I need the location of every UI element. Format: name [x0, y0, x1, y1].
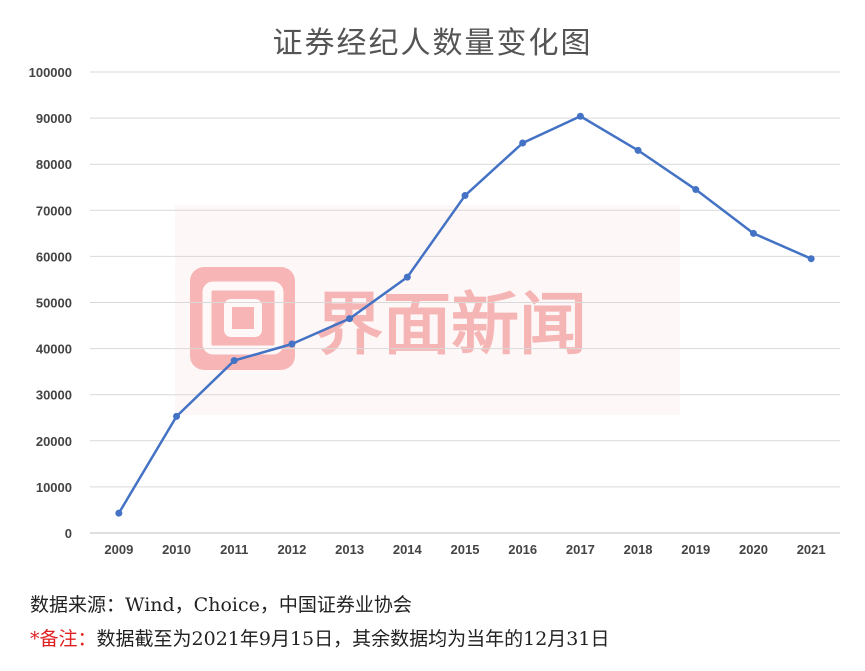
x-tick-label: 2010: [162, 542, 191, 557]
data-point: [692, 186, 700, 194]
data-point: [576, 112, 584, 120]
x-tick-label: 2014: [393, 542, 423, 557]
y-tick-label: 90000: [36, 111, 72, 126]
x-tick-label: 2019: [681, 542, 710, 557]
y-tick-label: 40000: [36, 342, 72, 357]
y-tick-label: 10000: [36, 480, 72, 495]
data-source-text: 数据来源：Wind，Choice，中国证券业协会: [30, 594, 412, 616]
x-tick-label: 2015: [451, 542, 480, 557]
line-chart: 界面新闻 0 10000 20000 30000 40000 50000 60000 7000…: [29, 65, 840, 557]
y-tick-label: 20000: [36, 434, 72, 449]
y-tick-label: 80000: [36, 157, 72, 172]
y-tick-label: 60000: [36, 249, 72, 264]
data-point: [749, 229, 757, 237]
watermark: 界面新闻: [175, 205, 680, 415]
data-point: [403, 273, 411, 281]
data-point: [461, 192, 469, 200]
x-tick-label: 2011: [220, 542, 248, 557]
x-tick-label: 2009: [104, 542, 133, 557]
jiemian-logo-icon: [190, 267, 295, 370]
x-tick-label: 2018: [624, 542, 653, 557]
data-point: [288, 340, 296, 348]
x-tick-label: 2017: [566, 542, 595, 557]
footnote-label: *备注：: [30, 628, 97, 650]
data-point: [230, 357, 238, 365]
x-tick-label: 2016: [508, 542, 537, 557]
y-tick-label: 30000: [36, 388, 72, 403]
y-tick-label: 100000: [29, 65, 72, 80]
y-tick-label: 70000: [36, 203, 72, 218]
x-tick-label: 2012: [277, 542, 306, 557]
footnote: *备注：数据截至为2021年9月15日，其余数据均为当年的12月31日: [30, 624, 610, 651]
data-point: [634, 146, 642, 154]
data-point: [115, 509, 123, 517]
y-tick-label: 0: [65, 526, 72, 541]
data-point: [173, 412, 181, 420]
x-tick-label: 2013: [335, 542, 364, 557]
x-tick-label: 2021: [797, 542, 826, 557]
data-point: [346, 315, 354, 323]
data-point: [807, 255, 815, 263]
x-tick-label: 2020: [739, 542, 768, 557]
data-point: [519, 139, 527, 147]
watermark-text: 界面新闻: [315, 286, 587, 365]
footnote-text: 数据截至为2021年9月15日，其余数据均为当年的12月31日: [96, 628, 610, 650]
chart-title: 证券经纪人数量变化图: [272, 26, 593, 61]
y-tick-label: 50000: [36, 296, 72, 311]
